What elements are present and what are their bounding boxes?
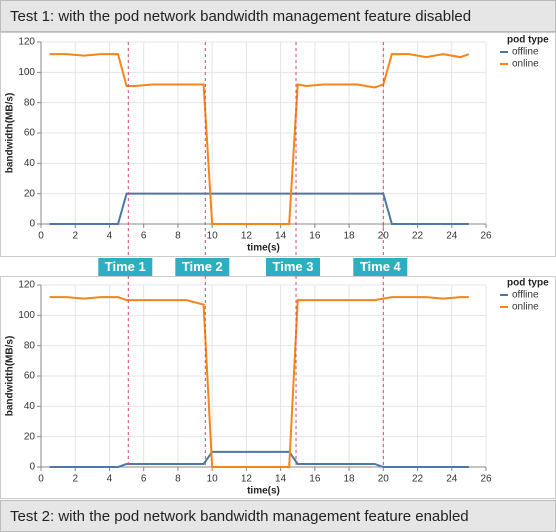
x-tick-label: 2 [72, 474, 78, 485]
legend-label: online [512, 59, 539, 70]
y-tick-label: 20 [24, 188, 36, 199]
y-axis-title: bandwidth(MB/s) [5, 93, 16, 174]
y-tick-label: 120 [18, 37, 35, 48]
time-badge [266, 258, 321, 276]
x-tick-label: 24 [446, 474, 458, 485]
x-tick-label: 2 [72, 231, 78, 242]
time-badge [353, 258, 408, 276]
x-tick-label: 16 [309, 474, 321, 485]
header: Test 1: with the pod network bandwidth m… [10, 8, 471, 25]
series-line [49, 192, 469, 225]
y-tick-label: 20 [24, 431, 36, 442]
y-tick-label: 120 [18, 280, 35, 291]
time-label: Time 2 [182, 259, 223, 274]
y-tick-label: 40 [24, 158, 36, 169]
x-tick-label: 14 [275, 474, 287, 485]
legend-label: offline [512, 290, 539, 301]
y-tick-label: 100 [18, 67, 35, 78]
x-tick-label: 22 [412, 474, 424, 485]
time-badge [98, 258, 153, 276]
time-label: Time 3 [273, 259, 314, 274]
y-axis-title: bandwidth(MB/s) [5, 336, 16, 417]
time-label: Time 1 [105, 259, 146, 274]
y-tick-label: 100 [18, 310, 35, 321]
x-tick-label: 24 [446, 231, 458, 242]
x-tick-label: 18 [344, 231, 356, 242]
y-tick-label: 0 [29, 462, 35, 473]
x-tick-label: 14 [275, 231, 287, 242]
y-tick-label: 40 [24, 401, 36, 412]
x-tick-label: 12 [241, 231, 253, 242]
y-tick-label: 80 [24, 340, 36, 351]
x-tick-label: 8 [175, 231, 181, 242]
legend-title: pod type [507, 278, 549, 289]
x-tick-label: 26 [480, 231, 492, 242]
y-tick-label: 60 [24, 371, 36, 382]
x-tick-label: 12 [241, 474, 253, 485]
time-badge [175, 258, 230, 276]
y-tick-label: 60 [24, 128, 36, 139]
x-tick-label: 16 [309, 231, 321, 242]
x-tick-label: 22 [412, 231, 424, 242]
x-tick-label: 20 [378, 474, 390, 485]
footer: Test 2: with the pod network bandwidth m… [10, 508, 469, 525]
x-axis-title: time(s) [247, 486, 280, 497]
x-tick-label: 8 [175, 474, 181, 485]
legend-label: offline [512, 47, 539, 58]
x-tick-label: 10 [207, 474, 219, 485]
x-axis-title: time(s) [247, 243, 280, 254]
x-tick-label: 10 [207, 231, 219, 242]
time-label: Time 4 [360, 259, 402, 274]
series-line [49, 296, 469, 468]
x-tick-label: 0 [38, 474, 44, 485]
series-line [49, 53, 470, 225]
x-tick-label: 0 [38, 231, 44, 242]
y-tick-label: 80 [24, 97, 36, 108]
header-bar [0, 0, 556, 32]
legend-label: online [512, 302, 539, 313]
x-tick-label: 18 [344, 474, 356, 485]
x-tick-label: 26 [480, 474, 492, 485]
x-tick-label: 4 [107, 231, 113, 242]
x-tick-label: 4 [107, 474, 113, 485]
y-tick-label: 0 [29, 219, 35, 230]
x-tick-label: 6 [141, 231, 147, 242]
x-tick-label: 6 [141, 474, 147, 485]
series-line [49, 450, 469, 468]
legend-title: pod type [507, 35, 549, 46]
